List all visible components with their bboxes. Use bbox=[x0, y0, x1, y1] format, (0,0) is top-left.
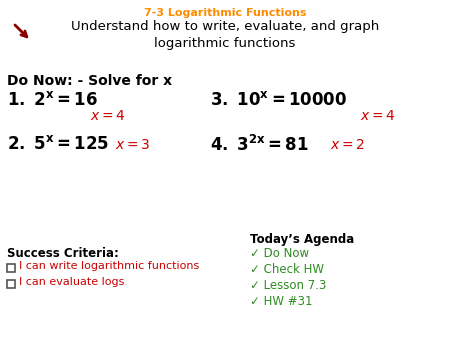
Circle shape bbox=[22, 32, 48, 58]
Text: Do Now: - Solve for x: Do Now: - Solve for x bbox=[7, 74, 172, 88]
Circle shape bbox=[29, 39, 41, 51]
Text: $\mathit{x = 3}$: $\mathit{x = 3}$ bbox=[115, 138, 150, 152]
Text: ✓ Check HW: ✓ Check HW bbox=[250, 263, 324, 276]
Text: Understand how to write, evaluate, and graph
logarithmic functions: Understand how to write, evaluate, and g… bbox=[71, 20, 379, 50]
Text: $\mathit{x = 4}$: $\mathit{x = 4}$ bbox=[90, 109, 126, 123]
Bar bbox=[7, 264, 15, 272]
Text: $\mathit{x = 2}$: $\mathit{x = 2}$ bbox=[330, 138, 365, 152]
Text: $\mathbf{3.\ 10^x = 10000}$: $\mathbf{3.\ 10^x = 10000}$ bbox=[210, 91, 347, 109]
Text: Today’s Agenda: Today’s Agenda bbox=[250, 233, 354, 246]
Text: $\mathbf{1.\ 2^x = 16}$: $\mathbf{1.\ 2^x = 16}$ bbox=[7, 91, 98, 109]
Text: Success Criteria:: Success Criteria: bbox=[7, 247, 119, 260]
Text: I can write logarithmic functions: I can write logarithmic functions bbox=[19, 261, 199, 271]
Circle shape bbox=[15, 25, 55, 65]
Text: $\mathbf{4.\ 3^{2x} = 81}$: $\mathbf{4.\ 3^{2x} = 81}$ bbox=[210, 135, 309, 155]
Text: $\mathbf{2.\ 5^x = 125}$: $\mathbf{2.\ 5^x = 125}$ bbox=[7, 135, 109, 153]
Text: ✓ HW #31: ✓ HW #31 bbox=[250, 295, 312, 308]
Text: 7-3 Logarithmic Functions: 7-3 Logarithmic Functions bbox=[144, 8, 306, 18]
Text: I can evaluate logs: I can evaluate logs bbox=[19, 277, 124, 287]
Circle shape bbox=[7, 17, 63, 73]
Text: $\mathit{x = 4}$: $\mathit{x = 4}$ bbox=[360, 109, 396, 123]
Text: ✓ Do Now: ✓ Do Now bbox=[250, 247, 309, 260]
Bar bbox=[7, 280, 15, 288]
Text: ✓ Lesson 7.3: ✓ Lesson 7.3 bbox=[250, 279, 326, 292]
